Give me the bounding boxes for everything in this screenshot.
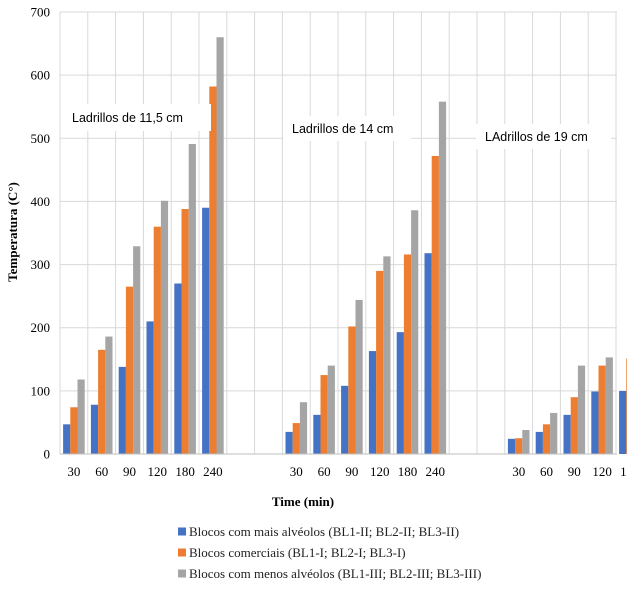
x-tick-label: 90	[345, 464, 358, 479]
y-tick-label: 200	[31, 320, 51, 335]
x-tick-label: 60	[318, 464, 331, 479]
bar	[507, 438, 516, 454]
bar	[438, 101, 447, 455]
x-axis-title: Time (min)	[272, 494, 334, 509]
bar	[327, 365, 335, 454]
annotation-box	[476, 124, 611, 149]
bar	[118, 366, 126, 454]
bar	[522, 430, 530, 454]
bar	[70, 407, 78, 454]
legend-swatch	[178, 569, 186, 578]
bar	[396, 332, 404, 454]
bar	[133, 246, 141, 454]
bar	[619, 390, 627, 454]
annotation-label: Ladrillos de 14 cm	[292, 122, 393, 136]
bar	[341, 385, 349, 454]
bar	[209, 86, 217, 454]
y-tick-label: 400	[31, 194, 51, 209]
bar	[383, 256, 391, 454]
legend-entry: Blocos com menos alvéolos (BL1-III; BL2-…	[189, 566, 481, 581]
bar	[153, 226, 161, 454]
x-tick-label: 120	[592, 464, 612, 479]
x-tick-label: 240	[203, 464, 223, 479]
bar	[355, 299, 363, 454]
y-tick-label: 700	[31, 5, 51, 20]
x-tick-label: 60	[95, 464, 108, 479]
x-tick-label: 120	[370, 464, 390, 479]
annotation-label: Ladrillos de 11,5 cm	[72, 111, 183, 125]
bar	[411, 210, 419, 454]
legend-swatch	[178, 548, 186, 557]
y-tick-label: 300	[31, 257, 51, 272]
bar	[216, 37, 224, 454]
x-tick-label: 120	[148, 464, 168, 479]
annotation-label: LAdrillos de 19 cm	[485, 130, 588, 144]
bar	[292, 423, 300, 454]
annotations: Ladrillos de 11,5 cm Ladrillos de 14 cm LA…	[63, 104, 611, 149]
bar	[563, 414, 571, 454]
bar	[299, 402, 308, 454]
x-tick-label: 90	[123, 464, 136, 479]
bar	[424, 253, 432, 454]
bar	[348, 326, 356, 454]
bar	[313, 414, 321, 454]
legend: Blocos com mais alvéolos (BL1-II; BL2-II…	[178, 524, 481, 581]
bar	[605, 357, 613, 454]
legend-swatch	[178, 527, 186, 536]
bar	[403, 254, 412, 454]
y-tick-label: 500	[31, 131, 51, 146]
x-tick-label: 180	[175, 464, 195, 479]
x-tick-label: 60	[540, 464, 553, 479]
x-tick-label: 30	[290, 464, 303, 479]
bar	[105, 336, 113, 454]
bar	[202, 207, 210, 454]
x-tick-label: 240	[426, 464, 446, 479]
bar	[77, 379, 85, 454]
legend-entry: Blocos com mais alvéolos (BL1-II; BL2-II…	[189, 524, 459, 539]
bar	[535, 431, 543, 454]
bar	[376, 270, 384, 454]
annotation-box	[63, 104, 211, 131]
bar	[285, 431, 293, 454]
x-tick-label: 90	[568, 464, 581, 479]
bar	[181, 209, 189, 454]
y-tick-label: 100	[31, 383, 51, 398]
bar	[90, 404, 99, 454]
x-tick-label: 30	[512, 464, 525, 479]
y-tick-label: 600	[31, 68, 51, 83]
bar	[542, 424, 551, 454]
bar	[431, 155, 439, 455]
y-tick-labels: 0 100 200 300 400 500 600 700	[31, 5, 51, 462]
bar	[160, 200, 169, 454]
bars	[63, 37, 627, 455]
bar	[570, 397, 578, 454]
bar	[591, 391, 599, 454]
bar	[174, 283, 182, 454]
x-tick-label: 180	[398, 464, 418, 479]
x-tick-label: 30	[67, 464, 80, 479]
bar	[146, 321, 154, 454]
annotation-box	[283, 116, 411, 141]
bar	[98, 349, 106, 454]
bar	[320, 375, 328, 454]
y-axis-title: Temperatura (C°)	[5, 182, 20, 282]
bar	[125, 286, 134, 454]
legend-entry: Blocos comerciais (BL1-I; BL2-I; BL3-I)	[189, 545, 406, 560]
bar	[63, 424, 71, 454]
bar	[368, 351, 377, 454]
bar	[515, 438, 523, 454]
bar	[550, 412, 558, 454]
bar	[188, 143, 196, 454]
bar	[577, 365, 586, 454]
bar	[598, 365, 606, 454]
x-tick-labels: 30 60 90 120 180 240 30 60 90 120 180 240 30 60 90 120 1…	[67, 464, 627, 479]
x-tick-label: 180	[620, 464, 627, 479]
y-tick-label: 0	[44, 447, 51, 462]
